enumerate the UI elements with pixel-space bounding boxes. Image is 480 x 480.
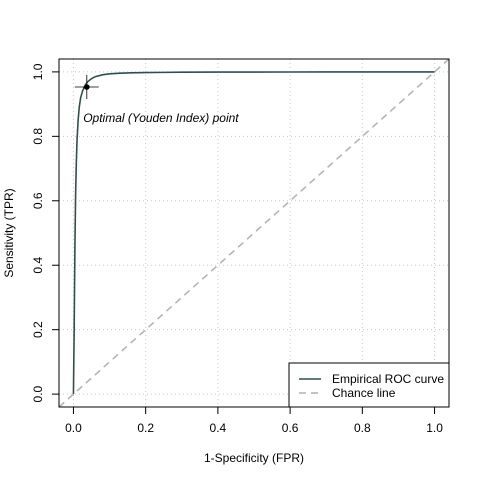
optimal-point-annotation: Optimal (Youden Index) point	[83, 111, 239, 125]
y-axis: 0.0 0.2 0.4 0.6 0.8 1.0	[31, 63, 60, 402]
x-tick-label-0: 0.0	[65, 421, 82, 435]
y-tick-label-2: 0.4	[31, 257, 45, 274]
x-tick-label-2: 0.4	[210, 421, 227, 435]
marker-layer	[74, 75, 99, 100]
y-axis-title: Sensitivity (TPR)	[2, 188, 16, 277]
y-tick-label-5: 1.0	[31, 63, 45, 80]
y-tick-label-1: 0.2	[31, 321, 45, 338]
x-tick-label-3: 0.6	[282, 421, 299, 435]
legend-box	[288, 362, 450, 408]
series-layer	[58, 58, 450, 408]
series-line-1	[58, 58, 450, 408]
x-tick-label-5: 1.0	[426, 421, 443, 435]
y-tick-label-3: 0.6	[31, 192, 45, 209]
x-axis-title: 1-Specificity (FPR)	[204, 451, 304, 465]
grid	[59, 59, 449, 407]
y-tick-label-4: 0.8	[31, 128, 45, 145]
optimal-point	[84, 84, 90, 90]
x-tick-label-4: 0.8	[354, 421, 371, 435]
series-line-0	[72, 71, 435, 395]
y-tick-label-0: 0.0	[31, 385, 45, 402]
legend-label-1: Chance line	[332, 386, 396, 400]
x-axis: 0.0 0.2 0.4 0.6 0.8 1.0	[65, 406, 443, 435]
legend-label-0: Empirical ROC curve	[332, 372, 444, 386]
x-tick-label-1: 0.2	[137, 421, 154, 435]
